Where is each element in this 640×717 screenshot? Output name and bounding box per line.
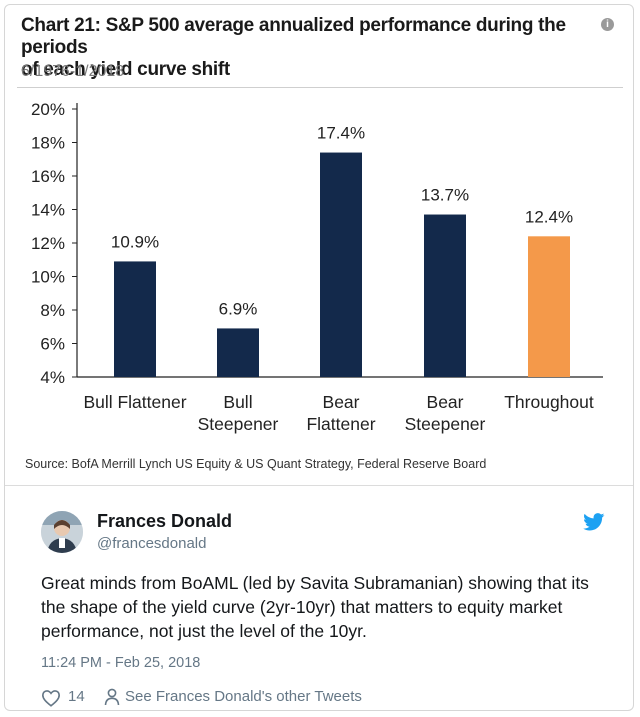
y-tick-label: 12% [31,234,65,253]
y-tick-label: 18% [31,134,65,153]
like-count[interactable]: 14 [68,688,85,705]
category-label: Bull [223,392,252,412]
other-tweets-link[interactable]: See Frances Donald's other Tweets [125,688,362,705]
author-handle[interactable]: @francesdonald [97,535,207,552]
y-tick-label: 16% [31,167,65,186]
chart-title-line-1: Chart 21: S&P 500 average annualized per… [21,15,566,58]
data-label: 12.4% [525,207,573,226]
info-circle-icon: i [601,18,614,31]
person-icon [104,688,120,706]
bar [114,261,156,377]
title-divider [17,87,623,88]
category-label: Bull Flattener [83,392,186,412]
data-label: 13.7% [421,186,469,205]
tweet-text: Great minds from BoAML (led by Savita Su… [41,573,589,641]
category-label: Bear [323,392,360,412]
tweet: Frances Donald @francesdonald Great mind… [5,487,633,710]
avatar[interactable] [41,511,83,553]
y-tick-label: 10% [31,268,65,287]
y-tick-label: 14% [31,201,65,220]
y-tick-label: 6% [40,335,65,354]
section-divider [5,485,633,486]
bar [320,152,362,377]
category-label: Bear [427,392,464,412]
data-label: 17.4% [317,124,365,143]
bar-chart: 4% 6% 8% 10% 12% 14% 16% 18% 20% 10.9% Bull Flatte… [31,100,603,434]
bar [528,236,570,377]
bar [217,328,259,377]
y-tick-label: 8% [40,301,65,320]
category-label: Steepener [405,414,486,434]
chart-source: Source: BofA Merrill Lynch US Equity & U… [25,457,487,471]
embedded-tweet-card: Chart 21: S&P 500 average annualized per… [4,4,634,711]
chart-subtitle: 6/1976-1/2018 [21,63,125,80]
data-label: 10.9% [111,232,159,251]
y-tick-label: 4% [40,368,65,387]
data-label: 6.9% [219,299,258,318]
heart-icon[interactable] [41,689,61,707]
tweet-timestamp[interactable]: 11:24 PM - Feb 25, 2018 [41,655,201,671]
twitter-bird-icon[interactable] [583,513,605,531]
author-name[interactable]: Frances Donald [97,511,233,531]
category-label: Throughout [504,392,594,412]
chart-image: Chart 21: S&P 500 average annualized per… [5,5,633,483]
category-label: Flattener [306,414,375,434]
chart-title-line-2: of each yield curve shift [21,59,230,80]
y-tick-label: 20% [31,100,65,119]
chart-title: Chart 21: S&P 500 average annualized per… [21,15,601,81]
bar [424,214,466,377]
category-label: Steepener [198,414,279,434]
